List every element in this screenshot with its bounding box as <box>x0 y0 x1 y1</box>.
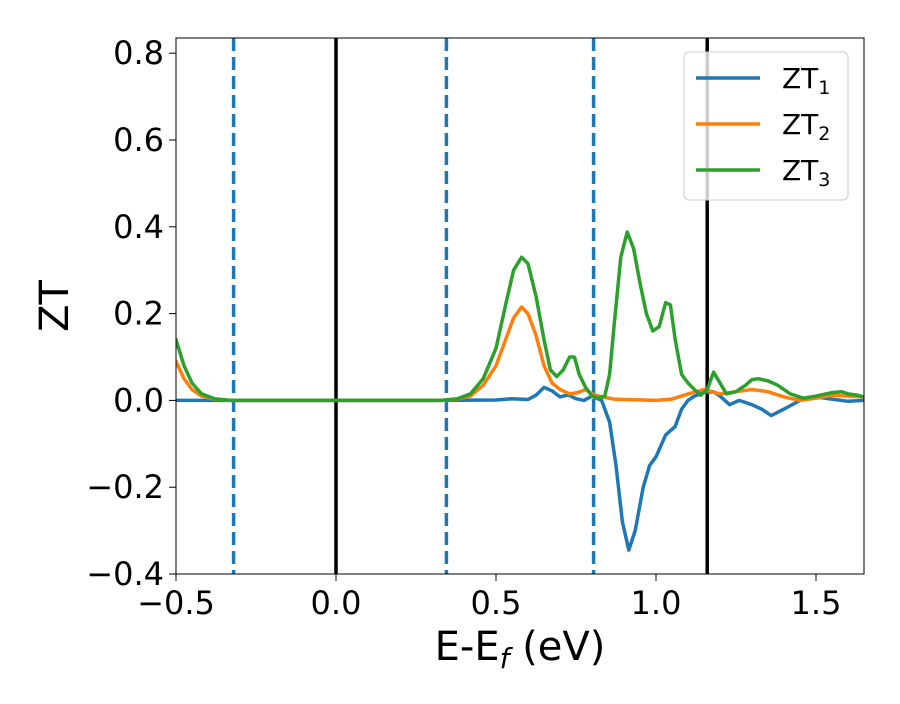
legend-box <box>683 51 849 201</box>
y-tick-label: 0.8 <box>113 34 164 72</box>
x-tick-label: 0.0 <box>311 584 362 622</box>
y-tick-label: 0.4 <box>113 208 164 246</box>
x-tick-label: 0.5 <box>471 584 522 622</box>
x-tick-label: 1.0 <box>631 584 682 622</box>
y-tick-label: 0.0 <box>113 381 164 419</box>
x-axis-label: E-Ef (eV) <box>435 624 606 675</box>
legend-label-zt2: ZT2 <box>782 108 830 145</box>
series-line-zt1 <box>176 385 864 552</box>
series-line-zt3 <box>176 230 864 403</box>
y-tick-label: 0.6 <box>113 121 164 159</box>
legend: ZT1 ZT2 ZT3 <box>683 51 849 201</box>
series-lines <box>176 230 864 552</box>
x-axis-label-unit: (eV) <box>509 624 605 670</box>
axes-frame <box>175 37 865 575</box>
legend-label-zt3: ZT3 <box>782 154 830 191</box>
y-tick-label: 0.2 <box>113 295 164 333</box>
x-axis-label-main: E-E <box>435 624 500 670</box>
y-tick-label: −0.4 <box>86 555 164 593</box>
y-axis-label: ZT <box>32 280 78 332</box>
y-axis: −0.4 −0.2 0.0 0.2 0.4 0.6 0.8 <box>86 34 176 593</box>
x-tick-label: 1.5 <box>791 584 842 622</box>
y-tick-label: −0.2 <box>86 468 164 506</box>
x-axis: −0.5 0.0 0.5 1.0 1.5 <box>137 574 841 622</box>
x-tick-label: −0.5 <box>137 584 215 622</box>
legend-label-zt1: ZT1 <box>782 62 830 99</box>
